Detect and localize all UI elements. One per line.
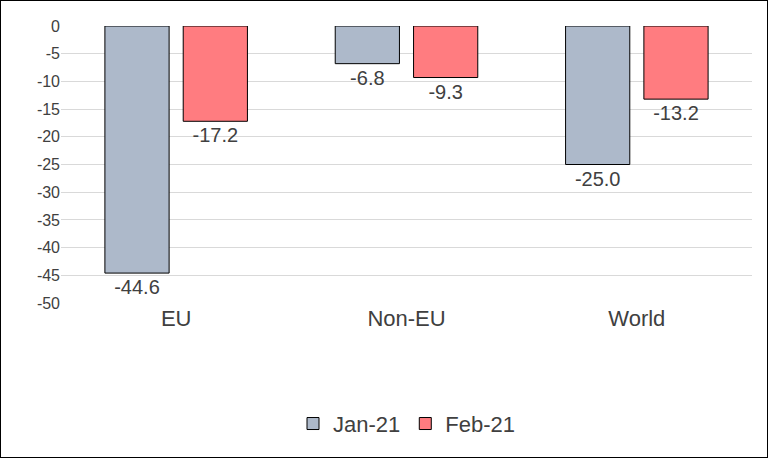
svg-text:-25.0: -25.0 — [575, 168, 621, 190]
svg-text:-10: -10 — [37, 73, 60, 90]
svg-text:-20: -20 — [37, 128, 60, 145]
svg-text:Jan-21: Jan-21 — [333, 412, 400, 437]
svg-text:-30: -30 — [37, 184, 60, 201]
svg-text:-15: -15 — [37, 101, 60, 118]
svg-text:-5: -5 — [46, 45, 60, 62]
svg-text:-9.3: -9.3 — [428, 81, 462, 103]
svg-text:-6.8: -6.8 — [350, 67, 384, 89]
svg-text:-13.2: -13.2 — [653, 102, 699, 124]
svg-text:World: World — [608, 306, 665, 331]
svg-text:0: 0 — [51, 18, 60, 35]
svg-text:-45: -45 — [37, 267, 60, 284]
svg-text:-17.2: -17.2 — [193, 124, 239, 146]
svg-text:EU: EU — [161, 306, 192, 331]
svg-text:-40: -40 — [37, 239, 60, 256]
svg-text:-50: -50 — [37, 295, 60, 312]
svg-text:-25: -25 — [37, 156, 60, 173]
svg-text:Feb-21: Feb-21 — [445, 412, 515, 437]
svg-text:-44.6: -44.6 — [114, 276, 160, 298]
svg-text:-35: -35 — [37, 212, 60, 229]
svg-text:Non-EU: Non-EU — [367, 306, 445, 331]
